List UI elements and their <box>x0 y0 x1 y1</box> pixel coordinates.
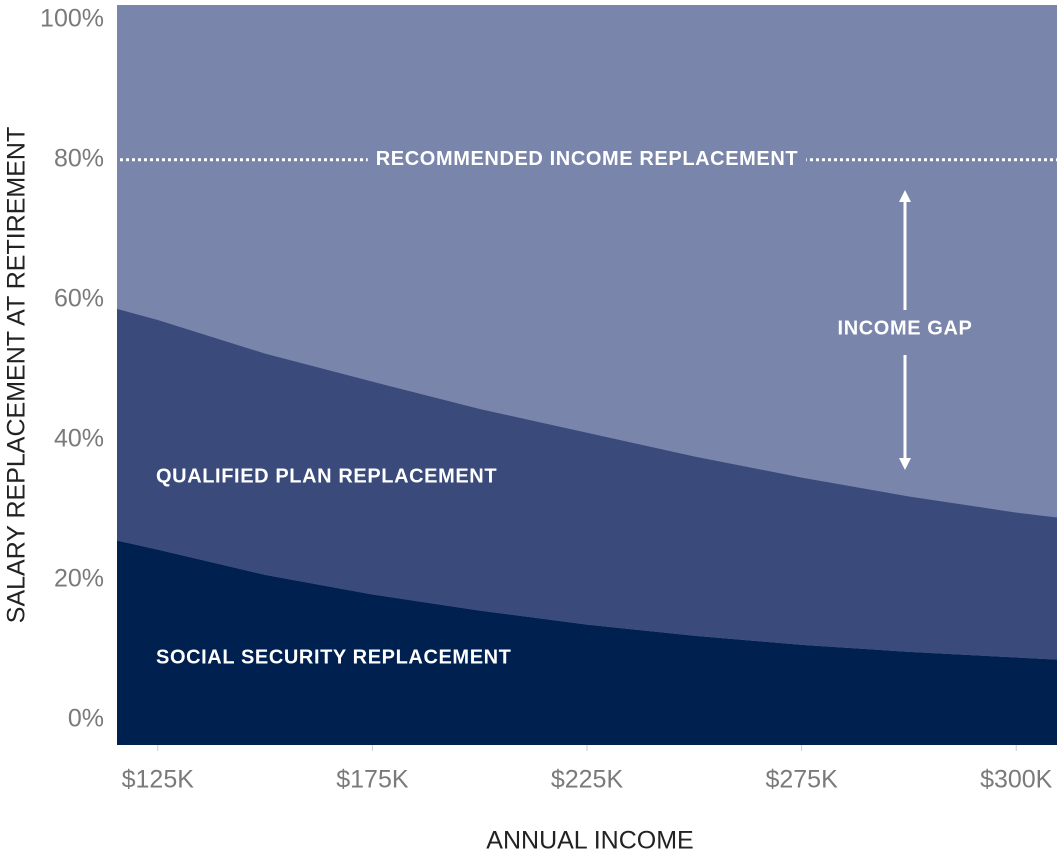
area <box>117 308 1057 660</box>
y-tick-label: 60% <box>54 284 104 312</box>
reference-label: RECOMMENDED INCOME REPLACEMENT <box>376 148 798 170</box>
x-tick-label: $225K <box>551 766 624 794</box>
y-tick-label: 20% <box>54 564 104 592</box>
series-label: SOCIAL SECURITY REPLACEMENT <box>156 646 512 668</box>
reference-label-bg <box>367 148 807 171</box>
x-tick-label: $125K <box>122 766 195 794</box>
annotation: INCOME GAP <box>838 317 973 339</box>
x-tick-label: $275K <box>765 766 838 794</box>
y-axis-title: SALARY REPLACEMENT AT RETIREMENT <box>3 127 31 623</box>
area <box>117 540 1057 745</box>
y-tick-label: 0% <box>68 704 104 732</box>
y-tick-label: 80% <box>54 144 104 172</box>
series-label: QUALIFIED PLAN REPLACEMENT <box>156 465 497 487</box>
y-tick-label: 40% <box>54 424 104 452</box>
x-tick-label: $300K <box>980 766 1053 794</box>
x-axis-title: ANNUAL INCOME <box>486 827 693 855</box>
x-tick-label: $175K <box>336 766 409 794</box>
y-tick-label: 100% <box>40 4 104 32</box>
